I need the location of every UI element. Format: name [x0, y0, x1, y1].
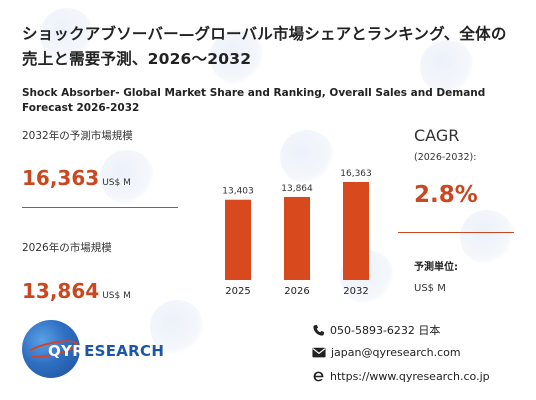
browser-e-icon [313, 371, 324, 382]
category-label: 2025 [225, 286, 250, 297]
watermark-logo [420, 40, 474, 94]
current-label: 2026年の市場規模 [22, 242, 112, 254]
website-text: https://www.qyresearch.co.jp [330, 370, 490, 383]
forecast-unit: US$ M [102, 178, 131, 188]
current-number: 13,864 [22, 279, 100, 303]
cagr-period: (2026-2032): [414, 152, 477, 163]
cagr-value: 2.8% [414, 182, 478, 208]
bar-value-label: 13,864 [281, 184, 313, 194]
watermark-logo [210, 30, 264, 84]
mail-icon [312, 347, 326, 358]
divider [398, 232, 514, 233]
page-subtitle: Shock Absorber- Global Market Share and … [22, 87, 486, 114]
email-text: japan@qyresearch.com [331, 346, 461, 359]
contact-website[interactable]: https://www.qyresearch.co.jp [312, 370, 490, 383]
bar-2025 [225, 199, 251, 280]
forecast-number: 16,363 [22, 166, 100, 190]
phone-icon [313, 324, 325, 336]
current-value: 13,864 US$ M [22, 279, 131, 303]
watermark-logo [40, 8, 94, 62]
watermark-logo [100, 150, 154, 204]
phone-text: 050-5893-6232 日本 [330, 324, 441, 337]
watermark-logo [150, 300, 204, 354]
watermark-logo [460, 210, 514, 264]
qyresearch-logo: QYRESEARCH [22, 320, 177, 378]
bar-value-label: 13,403 [222, 187, 254, 197]
bar-value-label: 16,363 [340, 169, 372, 179]
contact-email[interactable]: japan@qyresearch.com [312, 346, 461, 359]
contact-phone[interactable]: 050-5893-6232 日本 [312, 322, 440, 338]
page-title: ショックアブソーバー—グローバル市場シェアとランキング、全体の売上と需要予測、2… [22, 25, 507, 68]
forecast-unit-value: US$ M [414, 283, 446, 294]
logo-wordmark: QYRESEARCH [48, 342, 165, 360]
forecast-value: 16,363 US$ M [22, 166, 131, 190]
current-unit: US$ M [102, 291, 131, 301]
category-label: 2026 [284, 286, 309, 297]
divider [22, 207, 178, 208]
watermark-logo [280, 130, 334, 184]
bar-2026 [284, 196, 310, 280]
forecast-unit-label: 予測単位: [414, 262, 458, 273]
cagr-label: CAGR [414, 126, 460, 145]
market-size-bar-chart: 13,403 2025 13,864 2026 16,363 2032 [222, 169, 372, 297]
bar-2032 [343, 182, 369, 280]
forecast-label: 2032年の予測市場規模 [22, 130, 133, 142]
globe-icon [22, 320, 80, 378]
category-label: 2032 [343, 286, 368, 297]
